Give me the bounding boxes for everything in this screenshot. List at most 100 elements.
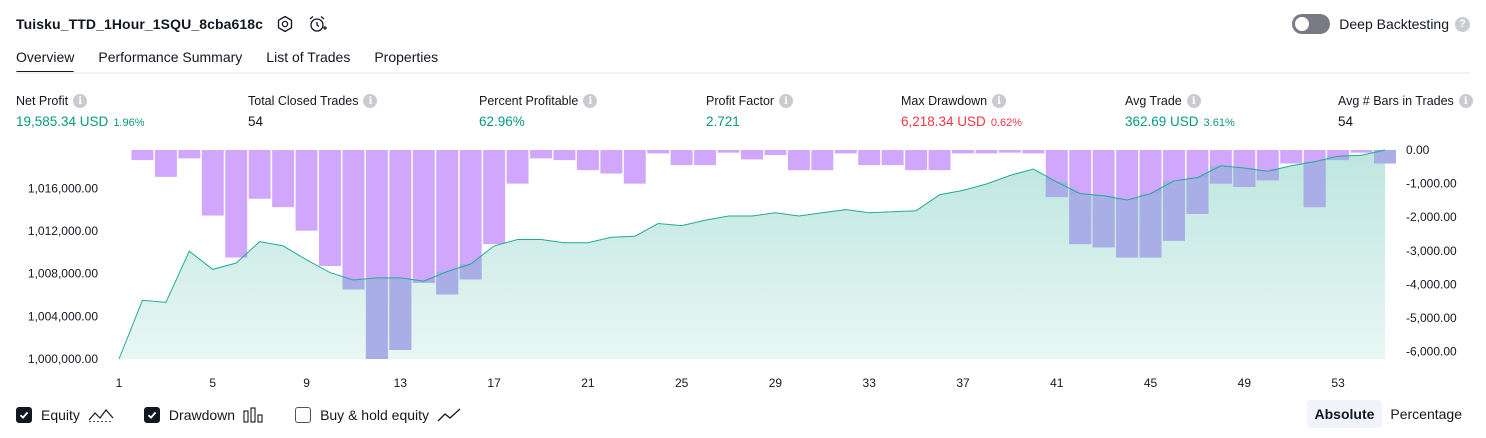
- drawdown-bar-overlap: [436, 271, 459, 295]
- y-right-tick-label: -5,000.00: [1406, 311, 1457, 325]
- info-icon[interactable]: i: [779, 94, 794, 108]
- equity-checkbox[interactable]: [16, 407, 32, 423]
- drawdown-bar-overlap: [1045, 181, 1068, 198]
- equity-drawdown-chart[interactable]: 1,000,000.00 1,004,000.00 1,008,000.00 1,01…: [0, 140, 1486, 390]
- percentage-button[interactable]: Percentage: [1390, 406, 1462, 422]
- metric-value: 2.721: [706, 114, 740, 129]
- drawdown-bar-overlap: [1303, 161, 1326, 208]
- drawdown-bar: [928, 150, 951, 171]
- y-right-tick-label: -1,000.00: [1406, 177, 1457, 191]
- alarm-clock-icon[interactable]: [307, 14, 328, 34]
- drawdown-bar: [225, 150, 248, 258]
- metric-net-profit: Net Profit i 19,585.34 USD 1.96%: [16, 94, 145, 129]
- y-left-tick-label: 1,004,000.00: [28, 309, 98, 323]
- drawdown-bar: [295, 150, 318, 231]
- drawdown-bar: [530, 150, 552, 159]
- y-right-tick-label: -4,000.00: [1406, 277, 1457, 291]
- drawdown-checkbox[interactable]: [143, 407, 160, 423]
- x-tick-label: 9: [303, 376, 310, 390]
- metric-total-closed-trades: Total Closed Trades i 54: [248, 94, 378, 129]
- buy-hold-checkbox[interactable]: [295, 407, 312, 423]
- drawdown-bar-overlap: [1139, 193, 1162, 258]
- x-tick-label: 13: [394, 376, 408, 390]
- metric-label: Percent Profitable: [479, 94, 579, 108]
- metric-label: Net Profit: [16, 94, 69, 108]
- legend-drawdown[interactable]: Drawdown: [143, 407, 265, 423]
- tab-list-of-trades[interactable]: List of Trades: [266, 49, 351, 65]
- drawdown-bar-overlap: [1092, 195, 1115, 248]
- drawdown-bar: [764, 150, 787, 156]
- y-right-tick-label: -3,000.00: [1406, 244, 1457, 258]
- x-tick-label: 5: [209, 376, 216, 390]
- drawdown-bar: [436, 150, 459, 295]
- drawdown-bar-overlap: [1186, 177, 1209, 214]
- x-tick-label: 25: [675, 376, 689, 390]
- x-tick-label: 37: [956, 376, 970, 390]
- drawdown-bar-overlap: [1374, 150, 1396, 164]
- toggle-knob: [1295, 17, 1310, 31]
- info-icon[interactable]: i: [1458, 94, 1473, 108]
- drawdown-bar: [881, 150, 904, 166]
- strategy-header: Tuisku_TTD_1Hour_1SQU_8cba618c: [16, 12, 328, 36]
- info-icon[interactable]: i: [583, 94, 598, 108]
- x-tick-label: 45: [1144, 376, 1158, 390]
- y-left-tick-label: 1,016,000.00: [28, 181, 98, 195]
- strategy-title: Tuisku_TTD_1Hour_1SQU_8cba618c: [16, 16, 264, 32]
- x-tick-label: 41: [1050, 376, 1064, 390]
- bar-chart-icon: [243, 407, 265, 423]
- tab-performance-summary[interactable]: Performance Summary: [98, 49, 243, 65]
- info-icon[interactable]: i: [1186, 94, 1201, 108]
- metric-value: 362.69 USD: [1125, 114, 1199, 129]
- deep-backtesting-label: Deep Backtesting: [1339, 16, 1449, 32]
- metric-sub-value: 3.61%: [1203, 117, 1235, 129]
- tab-properties[interactable]: Properties: [374, 49, 439, 65]
- drawdown-bar: [998, 150, 1021, 153]
- tabs-divider: [16, 72, 1470, 74]
- drawdown-bar: [272, 150, 295, 208]
- drawdown-bar-overlap: [365, 277, 388, 359]
- info-icon[interactable]: i: [363, 94, 378, 108]
- help-icon[interactable]: ?: [1455, 16, 1470, 32]
- drawdown-bar: [154, 150, 177, 177]
- drawdown-bar: [412, 150, 435, 283]
- x-tick-label: 29: [769, 376, 783, 390]
- drawdown-bar: [975, 150, 998, 154]
- y-right-tick-label: -6,000.00: [1406, 345, 1457, 359]
- tab-overview[interactable]: Overview: [16, 46, 75, 74]
- drawdown-bar: [811, 150, 834, 171]
- y-right-tick-label: 0.00: [1406, 143, 1430, 157]
- drawdown-bar: [506, 150, 529, 184]
- equity-area: [119, 150, 1385, 359]
- drawdown-bar: [858, 150, 881, 166]
- metric-label: Avg Trade: [1125, 94, 1182, 108]
- y-left-tick-label: 1,008,000.00: [28, 267, 98, 281]
- deep-backtesting-toggle[interactable]: [1292, 14, 1331, 34]
- deep-backtesting: Deep Backtesting ?: [1292, 12, 1470, 36]
- value-mode-toggle: Absolute Percentage: [1306, 400, 1471, 428]
- drawdown-bar: [1022, 150, 1045, 154]
- drawdown-bar: [319, 150, 341, 266]
- drawdown-bar: [952, 150, 974, 154]
- gear-icon[interactable]: [275, 14, 295, 34]
- drawdown-bar-overlap: [1233, 167, 1256, 187]
- metric-percent-profitable: Percent Profitable i 62.96%: [479, 94, 598, 129]
- metric-avg-bars: Avg # Bars in Trades i 54: [1338, 94, 1473, 129]
- metric-label: Max Drawdown: [901, 94, 988, 108]
- drawdown-bar: [201, 150, 224, 216]
- legend-equity[interactable]: Equity: [16, 407, 114, 423]
- drawdown-bar: [1350, 150, 1373, 153]
- metric-value: 62.96%: [479, 114, 525, 129]
- legend-drawdown-label: Drawdown: [168, 407, 236, 423]
- chart-legend: Equity Drawdown Buy & hold equity: [16, 404, 491, 426]
- y-right-tick-label: -2,000.00: [1406, 210, 1457, 224]
- legend-buy-hold[interactable]: Buy & hold equity: [295, 407, 461, 423]
- info-icon[interactable]: i: [73, 94, 88, 108]
- info-icon[interactable]: i: [992, 94, 1007, 108]
- drawdown-bar: [741, 150, 763, 160]
- drawdown-bar-overlap: [1069, 193, 1092, 245]
- equity-line-icon: [88, 407, 114, 423]
- x-tick-label: 1: [116, 376, 123, 390]
- drawdown-bar-overlap: [1163, 180, 1185, 241]
- drawdown-bar-overlap: [459, 264, 482, 280]
- absolute-button[interactable]: Absolute: [1306, 400, 1383, 428]
